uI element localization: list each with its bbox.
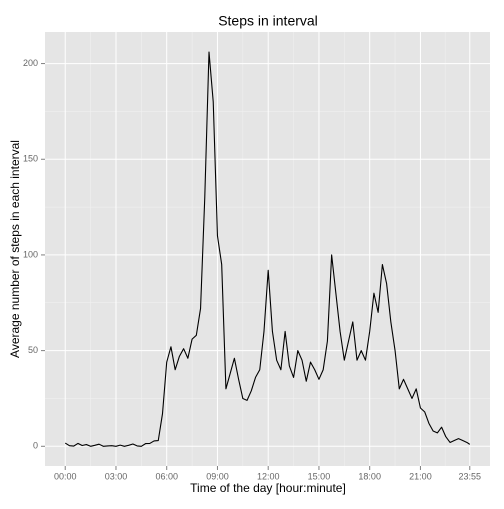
y-tick-label: 200: [23, 58, 38, 68]
x-tick-label: 21:00: [409, 471, 432, 481]
y-axis-label: Average number of steps in each interval: [8, 140, 22, 358]
x-tick-label: 09:00: [206, 471, 229, 481]
x-tick-label: 15:00: [308, 471, 331, 481]
chart-title: Steps in interval: [218, 13, 318, 29]
x-tick-label: 06:00: [155, 471, 178, 481]
x-tick-label: 23:55: [459, 471, 482, 481]
y-tick-label: 50: [28, 345, 38, 355]
x-tick-label: 12:00: [257, 471, 280, 481]
plot-panel: [45, 32, 490, 466]
x-tick-label: 00:00: [54, 471, 77, 481]
y-tick-label: 0: [33, 441, 38, 451]
x-tick-label: 03:00: [105, 471, 128, 481]
x-tick-label: 18:00: [358, 471, 381, 481]
data-line: [64, 51, 471, 447]
y-tick-label: 100: [23, 249, 38, 259]
y-tick-label: 150: [23, 154, 38, 164]
x-axis-label: Time of the day [hour:minute]: [190, 481, 346, 495]
